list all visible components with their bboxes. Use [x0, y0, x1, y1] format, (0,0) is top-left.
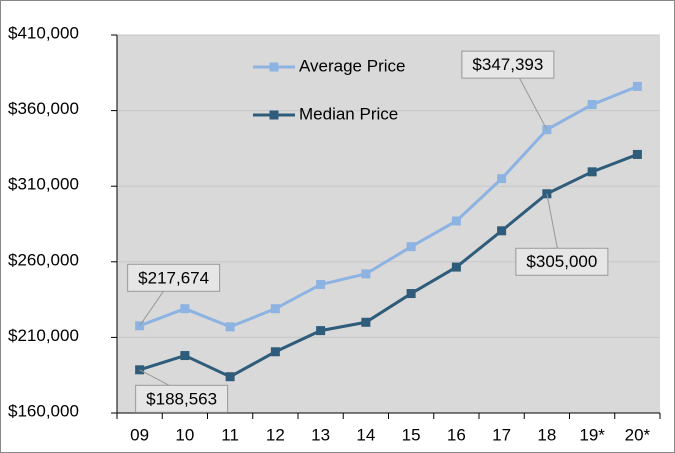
marker — [316, 326, 326, 336]
leader-line — [139, 369, 170, 386]
x-tick-label: 18 — [537, 425, 556, 444]
marker — [632, 81, 642, 91]
marker — [587, 100, 597, 110]
label-box — [127, 263, 221, 292]
data-label: $347,393 — [472, 55, 543, 74]
x-tick-label: 15 — [402, 425, 421, 444]
legend-marker — [269, 110, 279, 120]
y-tick-label: $410,000 — [8, 23, 79, 42]
x-tick-label: 11 — [221, 425, 239, 444]
x-tick-label: 09 — [130, 425, 149, 444]
marker — [406, 289, 416, 299]
y-tick-label: $160,000 — [8, 401, 79, 420]
x-tick-label: 12 — [266, 425, 285, 444]
data-label: $217,674 — [138, 268, 209, 287]
marker — [225, 372, 235, 382]
marker — [497, 226, 507, 236]
leader-line — [139, 291, 164, 327]
data-label: $188,563 — [146, 389, 217, 408]
marker — [316, 279, 326, 289]
marker — [587, 167, 597, 177]
x-tick-label: 17 — [492, 425, 511, 444]
series-line — [139, 153, 638, 379]
x-tick-label: 13 — [311, 425, 330, 444]
y-tick-label: $310,000 — [8, 175, 79, 194]
marker — [406, 242, 416, 252]
marker — [451, 216, 461, 226]
series-line — [139, 85, 638, 329]
marker — [270, 347, 280, 357]
x-tick-label: 16 — [447, 425, 466, 444]
label-box — [135, 384, 229, 413]
x-tick-label: 19* — [579, 425, 605, 444]
label-box — [515, 247, 609, 276]
x-tick-label: 20* — [625, 425, 651, 444]
marker — [270, 304, 280, 314]
marker — [180, 304, 190, 314]
marker — [361, 269, 371, 279]
x-tick-label: 10 — [175, 425, 194, 444]
legend-label: Average Price — [299, 56, 405, 75]
y-tick-label: $260,000 — [8, 250, 79, 269]
leader-line — [546, 193, 558, 249]
marker — [497, 174, 507, 184]
marker — [451, 262, 461, 272]
marker — [225, 322, 235, 332]
x-tick-label: 14 — [356, 425, 375, 444]
marker — [632, 149, 642, 159]
marker — [180, 351, 190, 361]
legend-label: Median Price — [299, 104, 398, 123]
plot-area — [117, 35, 660, 413]
y-tick-label: $210,000 — [8, 326, 79, 345]
y-tick-label: $360,000 — [8, 99, 79, 118]
data-label: $305,000 — [526, 252, 597, 271]
label-box — [461, 50, 555, 79]
leader-line — [519, 77, 548, 130]
marker — [361, 317, 371, 327]
legend-marker — [269, 62, 279, 72]
